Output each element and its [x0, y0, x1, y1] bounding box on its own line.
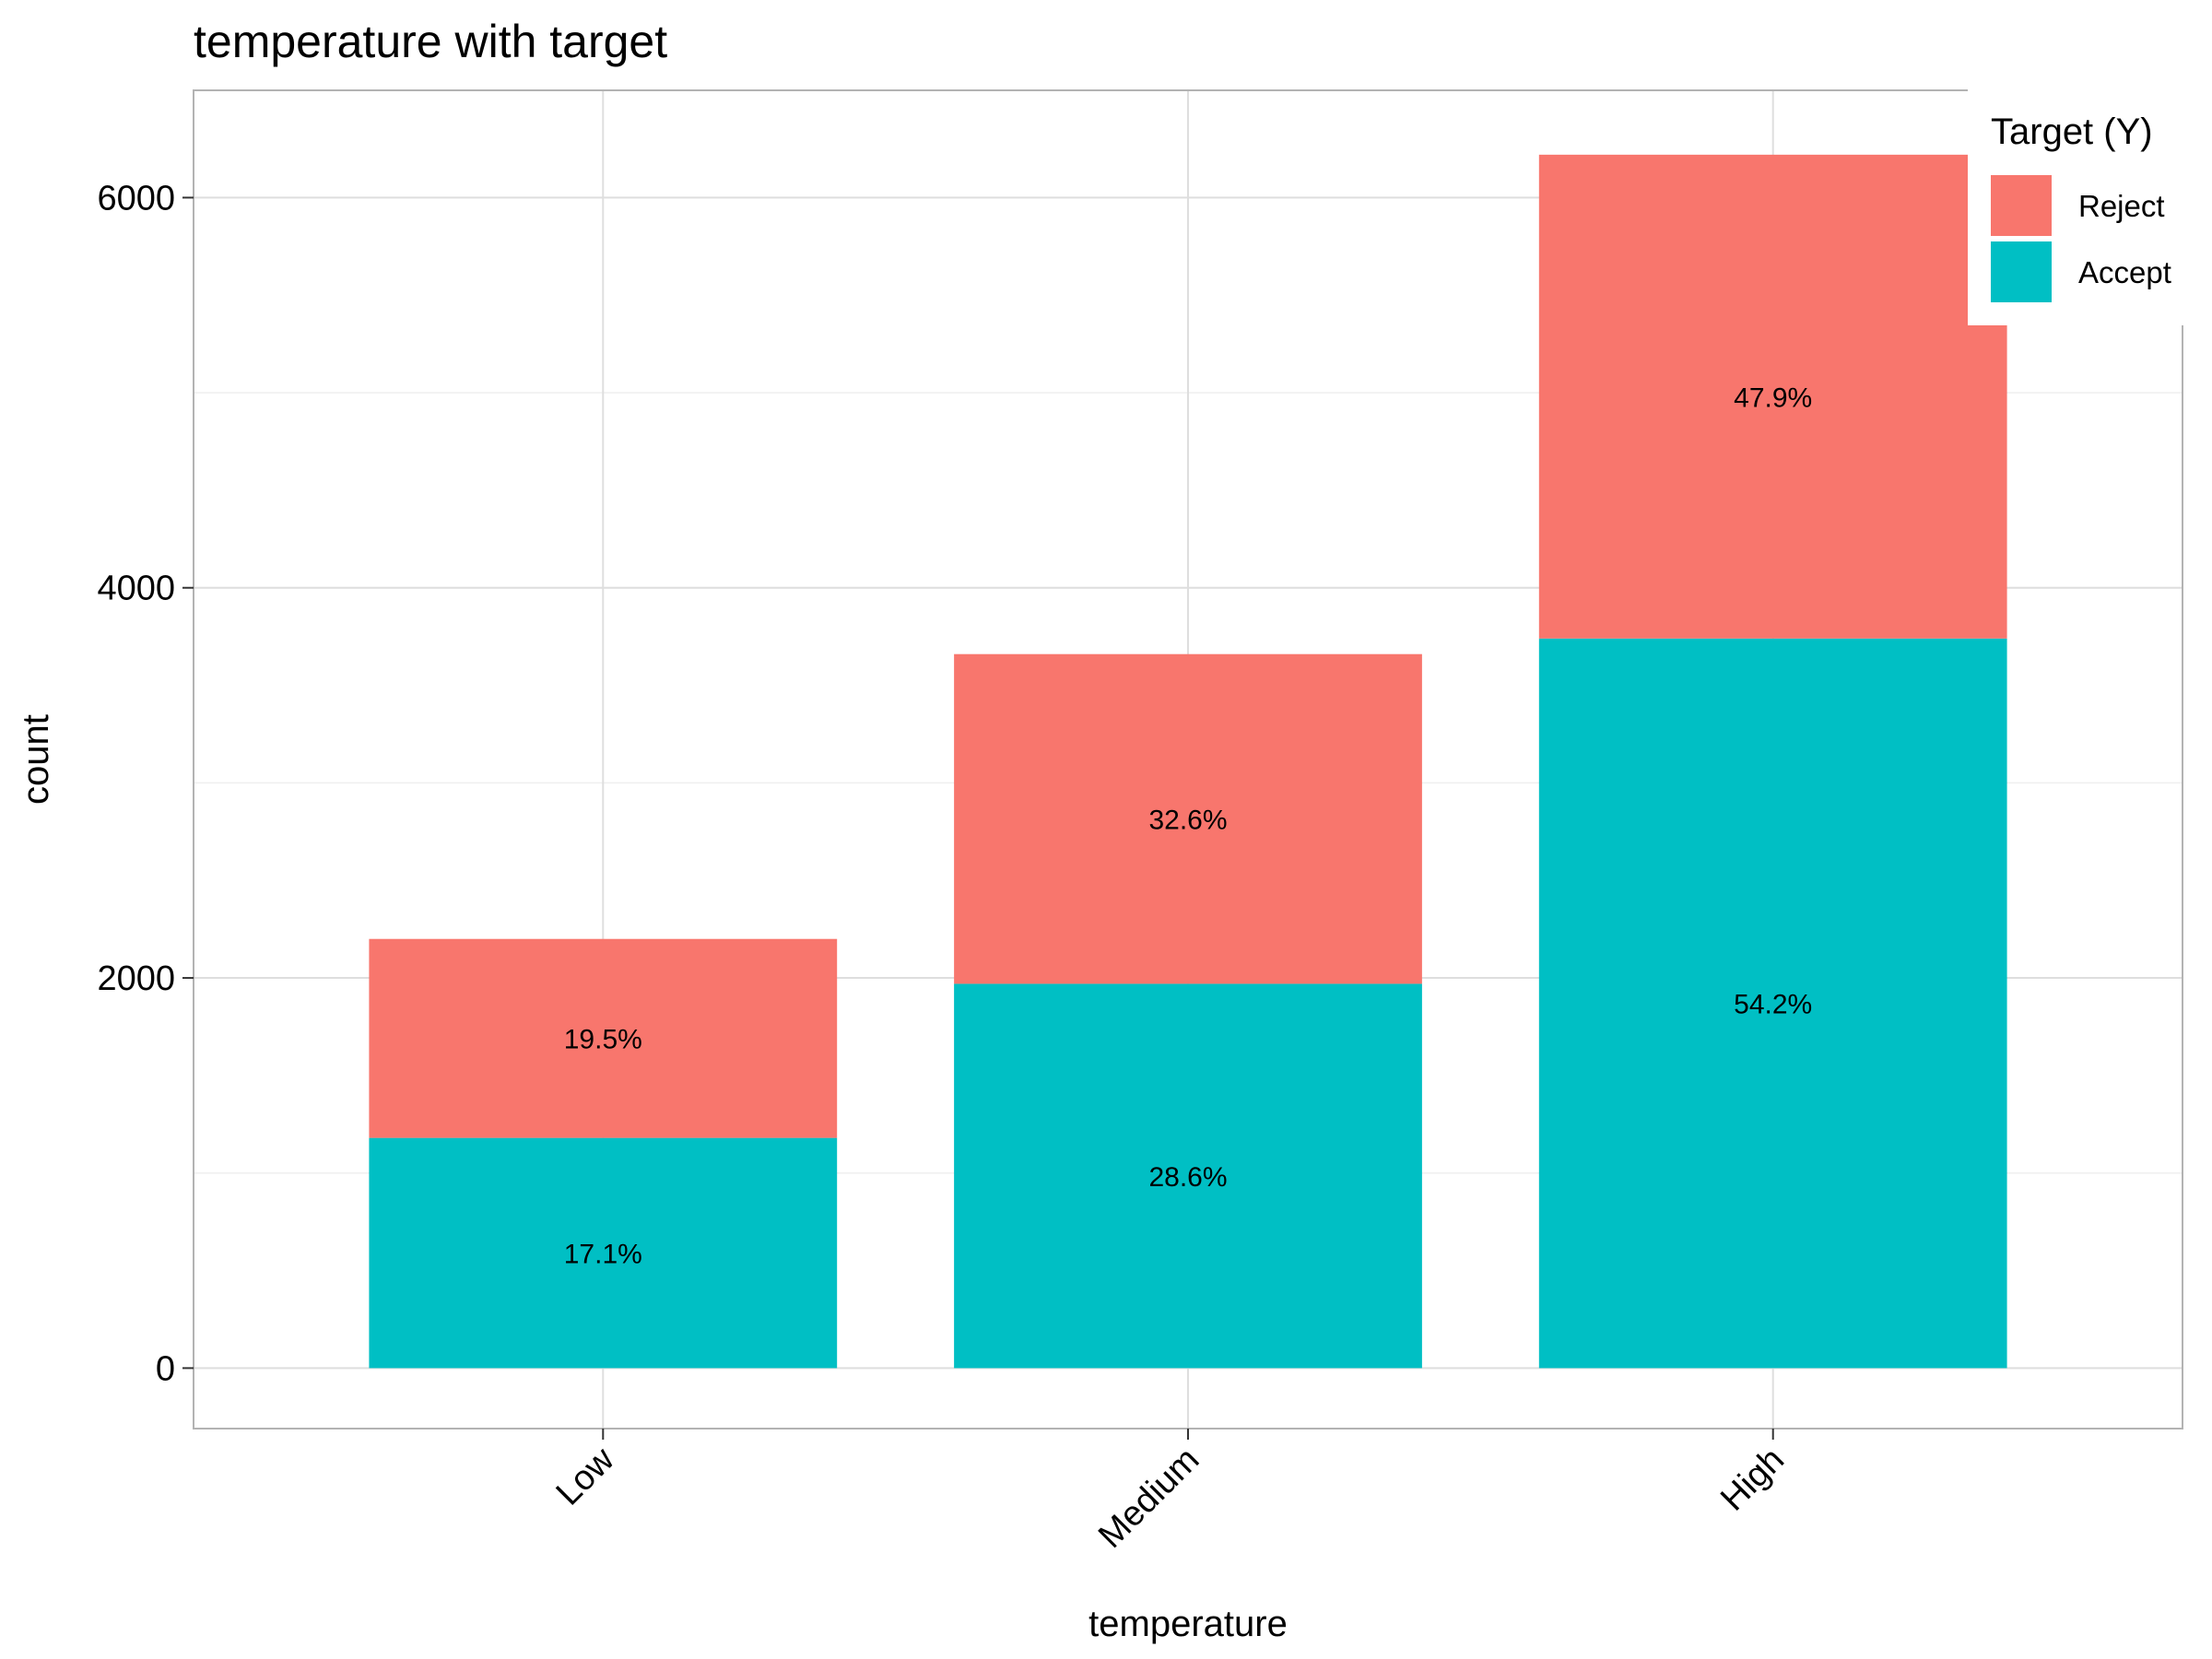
data-label-reject-low: 19.5%: [564, 1025, 642, 1055]
y-tick-label: 2000: [97, 959, 175, 998]
y-tick-label: 0: [156, 1349, 175, 1388]
legend-title: Target (Y): [1991, 112, 2153, 152]
bar-accept-medium: [954, 983, 1422, 1369]
data-label-reject-medium: 32.6%: [1148, 806, 1227, 836]
y-tick-label: 4000: [97, 570, 175, 608]
data-label-accept-low: 17.1%: [564, 1240, 642, 1270]
legend: Target (Y) Reject Accept: [1968, 81, 2205, 325]
legend-key-reject: [1991, 175, 2052, 236]
legend-label-accept: Accept: [2078, 255, 2171, 289]
chart-title: temperature with target: [194, 16, 667, 67]
x-axis-title: temperature: [1088, 1604, 1288, 1644]
bars: [369, 154, 2007, 1369]
x-tick-label: Medium: [1091, 1441, 1206, 1556]
bar-reject-low: [369, 938, 838, 1138]
y-axis-title: count: [16, 714, 56, 805]
y-axis: 0 2000 4000 6000: [97, 179, 194, 1388]
bar-accept-high: [1538, 638, 2007, 1369]
data-label-accept-medium: 28.6%: [1148, 1162, 1227, 1193]
x-axis: Low Medium High: [549, 1429, 1792, 1556]
x-tick-label: Low: [549, 1440, 622, 1512]
legend-key-accept: [1991, 241, 2052, 302]
data-label-reject-high: 47.9%: [1734, 382, 1812, 413]
bar-accept-low: [369, 1137, 838, 1369]
x-tick-label: High: [1713, 1441, 1792, 1519]
bar-reject-high: [1538, 154, 2007, 639]
data-labels: 17.1% 19.5% 28.6% 32.6% 54.2% 47.9%: [564, 382, 1812, 1269]
y-tick-label: 6000: [97, 179, 175, 218]
legend-label-reject: Reject: [2078, 189, 2165, 223]
data-label-accept-high: 54.2%: [1734, 990, 1812, 1020]
bar-reject-medium: [954, 653, 1422, 984]
legend-items: Reject Accept: [1991, 175, 2171, 302]
